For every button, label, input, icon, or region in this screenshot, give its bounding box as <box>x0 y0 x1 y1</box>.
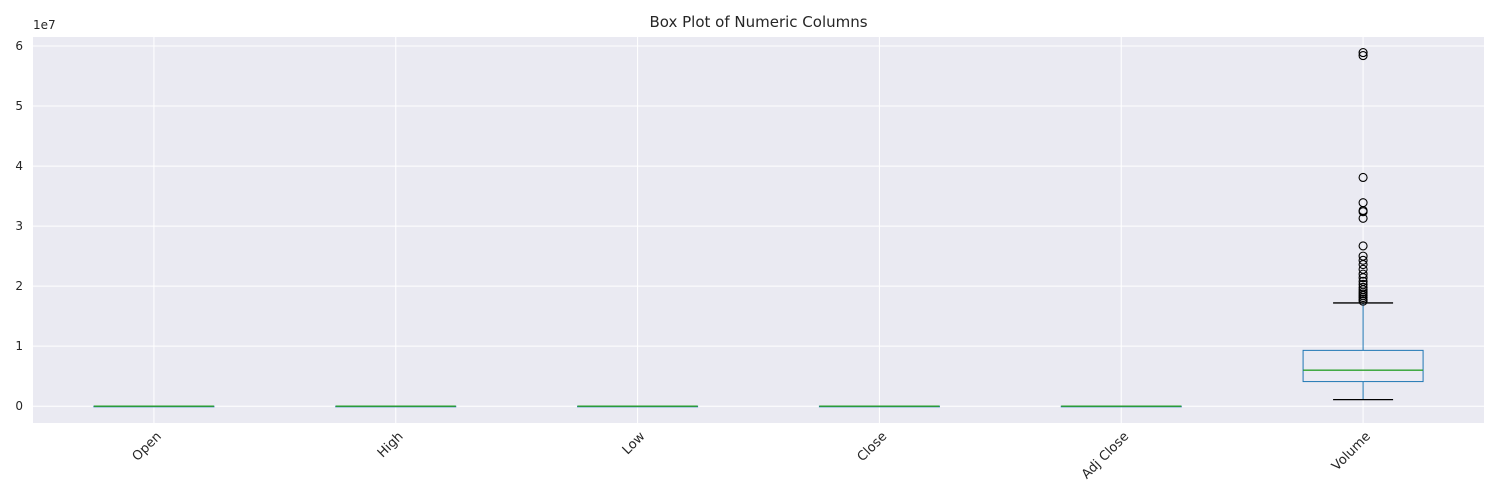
y-axis-offset-label: 1e7 <box>33 18 56 32</box>
box-adj-close <box>1060 405 1182 408</box>
x-tick-label-adj-close: Adj Close <box>1079 429 1132 482</box>
y-tick-label: 5 <box>15 99 23 113</box>
y-tick-label: 0 <box>15 399 23 413</box>
x-tick-label-volume: Volume <box>1329 429 1374 474</box>
box-high <box>335 405 457 408</box>
y-tick-label: 4 <box>15 159 23 173</box>
outlier-point <box>1358 273 1368 283</box>
outlier-point <box>1358 296 1368 306</box>
outlier-point <box>1358 51 1368 61</box>
outlier-point <box>1358 207 1368 217</box>
outlier-point <box>1358 172 1368 183</box>
box-low <box>577 405 699 408</box>
plot-area <box>33 37 1484 423</box>
x-axis-ticks: Open High Low Close Adj Close Volume <box>130 429 1374 482</box>
outlier-point <box>1358 48 1368 58</box>
y-tick-label: 3 <box>15 219 23 233</box>
outlier-point <box>1358 269 1368 279</box>
iqr-box <box>1302 349 1424 383</box>
outlier-point <box>1358 213 1368 223</box>
outlier-point <box>1358 259 1368 270</box>
outlier-point <box>1358 241 1368 251</box>
x-tick-label-close: Close <box>855 429 891 465</box>
box-volume <box>1302 48 1424 401</box>
chart-title: Box Plot of Numeric Columns <box>649 13 867 31</box>
x-tick-label-open: Open <box>130 429 165 464</box>
y-tick-label: 2 <box>15 279 23 293</box>
x-tick-label-high: High <box>375 429 407 461</box>
y-tick-label: 6 <box>15 39 23 53</box>
y-tick-label: 1 <box>15 339 23 353</box>
box-close <box>818 405 940 408</box>
box-open <box>93 405 215 408</box>
x-tick-label-low: Low <box>620 429 649 458</box>
grid-lines <box>33 37 1484 423</box>
y-axis-ticks: 0 1 2 3 4 5 6 <box>15 39 23 413</box>
boxes-layer <box>93 48 1424 408</box>
outlier-point <box>1358 255 1368 265</box>
